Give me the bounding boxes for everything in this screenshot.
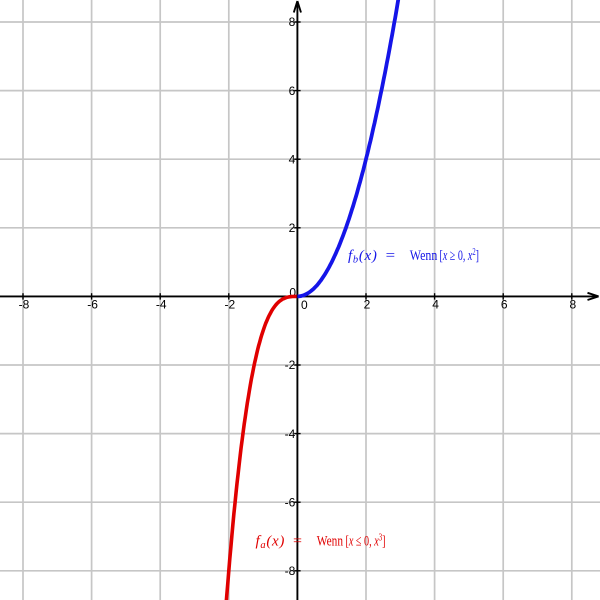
svg-text:-6: -6	[87, 298, 98, 312]
svg-text:=: =	[293, 534, 302, 550]
svg-text:[x ≥ 0, x2]: [x ≥ 0, x2]	[440, 247, 480, 264]
svg-text:-4: -4	[156, 298, 167, 312]
svg-text:0: 0	[289, 286, 296, 300]
svg-text:4: 4	[432, 298, 439, 312]
svg-text:8: 8	[289, 15, 296, 29]
svg-text:=: =	[386, 248, 396, 264]
svg-text:Wenn: Wenn	[317, 534, 344, 550]
svg-text:4: 4	[289, 152, 296, 166]
svg-text:0: 0	[301, 298, 308, 312]
svg-text:8: 8	[569, 298, 576, 312]
svg-text:[x ≤ 0, x3]: [x ≤ 0, x3]	[346, 533, 386, 550]
svg-text:Wenn: Wenn	[410, 248, 438, 264]
svg-text:-4: -4	[285, 427, 296, 441]
svg-text:-2: -2	[285, 358, 296, 372]
svg-text:-2: -2	[224, 298, 235, 312]
svg-text:fa(x): fa(x)	[256, 534, 286, 552]
svg-text:6: 6	[501, 298, 508, 312]
svg-text:-8: -8	[285, 564, 296, 578]
svg-text:2: 2	[364, 298, 371, 312]
svg-text:6: 6	[289, 84, 296, 98]
svg-text:-6: -6	[285, 495, 296, 509]
svg-text:fb(x): fb(x)	[348, 248, 378, 266]
svg-text:2: 2	[289, 221, 296, 235]
svg-text:-8: -8	[19, 298, 30, 312]
